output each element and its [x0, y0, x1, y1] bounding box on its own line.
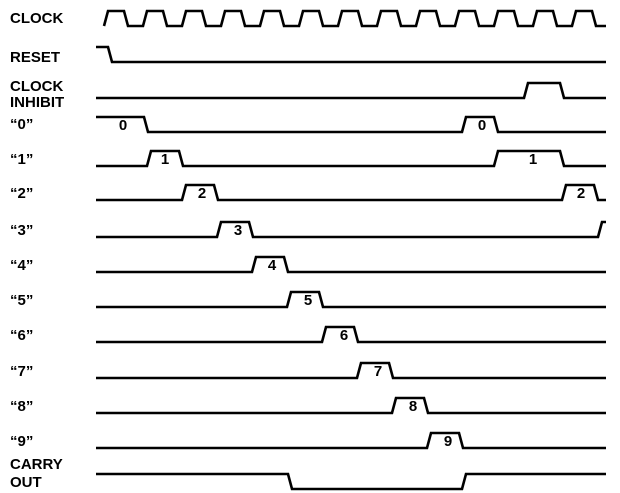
- waveform: [96, 81, 606, 100]
- signal-label: “1”: [10, 151, 33, 168]
- pulse-label: 9: [444, 433, 452, 450]
- pulse-label: 8: [409, 398, 417, 415]
- signal-label: “2”: [10, 185, 33, 202]
- signal-label: “9”: [10, 433, 33, 450]
- signal-label: RESET: [10, 49, 60, 66]
- pulse-label: 2: [577, 185, 585, 202]
- signal-out-6: “6” 6: [10, 325, 606, 344]
- pulse-label: 1: [529, 151, 537, 168]
- signal-out-1: “1” 1 1: [10, 149, 606, 168]
- signal-clock: CLOCK: [10, 9, 606, 28]
- waveform: [96, 220, 606, 239]
- waveform: [96, 290, 606, 309]
- waveform: [96, 149, 606, 168]
- signal-label: “4”: [10, 257, 33, 274]
- waveform: [102, 9, 606, 28]
- signal-label: OUT: [10, 474, 42, 491]
- waveform: [96, 431, 606, 450]
- waveform: [96, 45, 606, 64]
- signal-label: “8”: [10, 398, 33, 415]
- signal-out-8: “8” 8: [10, 396, 606, 415]
- pulse-label: 6: [340, 327, 348, 344]
- signal-label: CARRY: [10, 456, 63, 473]
- signal-label: CLOCK: [10, 78, 63, 95]
- pulse-label: 2: [198, 185, 206, 202]
- waveform: [96, 325, 606, 344]
- signal-reset: RESET: [10, 45, 606, 66]
- waveform: [96, 183, 606, 202]
- signal-out-3: “3” 3: [10, 220, 606, 239]
- signal-out-5: “5” 5: [10, 290, 606, 309]
- signal-out-0: “0” 0 0: [10, 115, 606, 134]
- pulse-label: 5: [304, 292, 312, 309]
- signal-label: “7”: [10, 363, 33, 380]
- signal-out-2: “2” 2 2: [10, 183, 606, 202]
- pulse-label: 0: [119, 117, 127, 134]
- waveform: [96, 115, 606, 134]
- pulse-label: 1: [161, 151, 169, 168]
- pulse-label: 3: [234, 222, 242, 239]
- signal-out-9: “9” 9: [10, 431, 606, 450]
- signal-label: “6”: [10, 327, 33, 344]
- pulse-label: 0: [478, 117, 486, 134]
- signal-out-7: “7” 7: [10, 361, 606, 380]
- signal-label: “3”: [10, 222, 33, 239]
- waveform: [96, 255, 606, 274]
- waveform: [96, 472, 606, 491]
- signal-label: “5”: [10, 292, 33, 309]
- signal-label: “0”: [10, 116, 33, 133]
- waveform: [96, 396, 606, 415]
- pulse-label: 4: [268, 257, 277, 274]
- signal-out-4: “4” 4: [10, 255, 606, 274]
- signal-label: CLOCK: [10, 10, 63, 27]
- pulse-label: 7: [374, 363, 382, 380]
- signal-label: INHIBIT: [10, 94, 64, 111]
- waveform: [96, 361, 606, 380]
